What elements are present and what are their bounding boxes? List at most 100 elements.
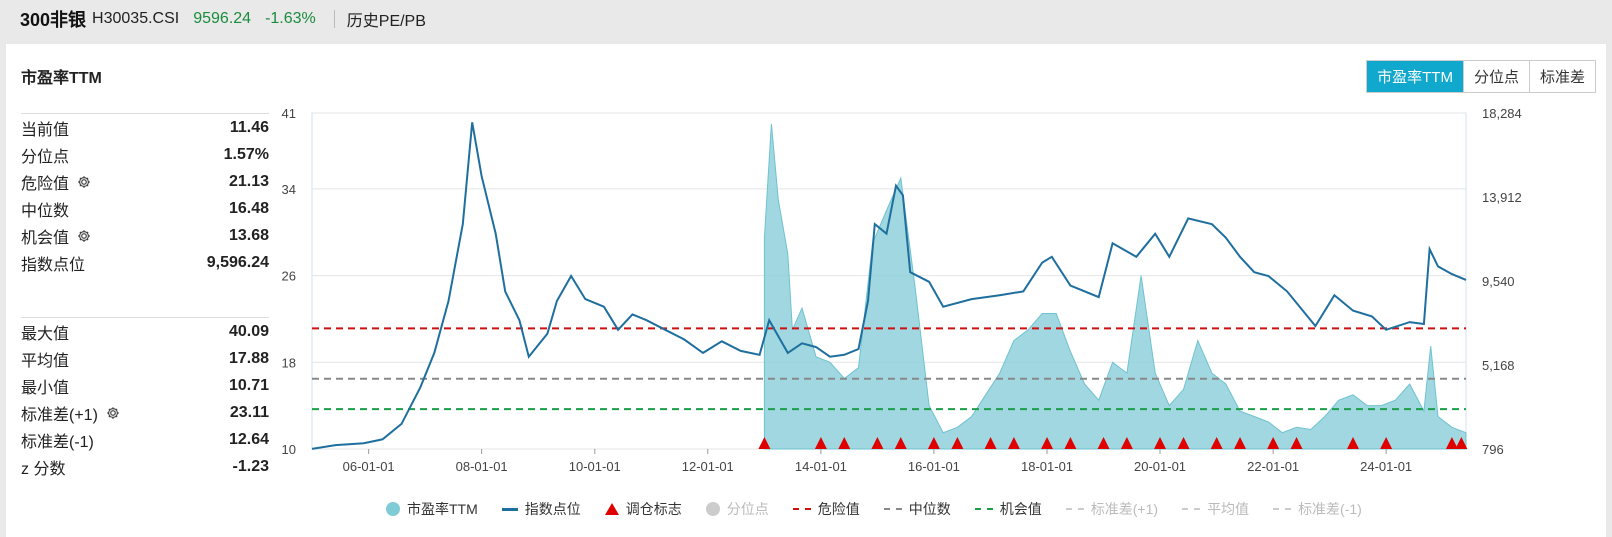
y-right-tick: 796 (1482, 442, 1504, 457)
stat-label-text: 机会值 (21, 229, 70, 247)
stat-label-text: 最大值 (21, 325, 70, 343)
stat-label-text: 最小值 (21, 379, 70, 397)
stat-label-text: 分位点 (21, 148, 70, 166)
summary-stat-row: 标准差(+1) 23.11 (21, 399, 269, 426)
current-stats: 当前值 11.46 分位点 1.57% 危险值 21.13 中位数 16.48 机会值 13.68… (21, 113, 269, 276)
legend-item[interactable]: 中位数 (883, 499, 951, 519)
summary-stat-row: z 分数 -1.23 (21, 453, 269, 480)
legend-swatch (705, 502, 720, 516)
legend-swatch (386, 502, 400, 516)
stat-row: 当前值 11.46 (21, 114, 269, 141)
stat-row: 机会值 13.68 (21, 222, 269, 249)
legend-label: 中位数 (908, 501, 951, 517)
stat-label-text: z 分数 (21, 460, 66, 478)
stat-label: 当前值 (21, 116, 69, 140)
stat-label-text: 危险值 (21, 175, 70, 193)
legend-swatch (883, 508, 902, 510)
summary-stat-value: 17.88 (228, 349, 269, 367)
legend-item[interactable]: 市盈率TTM (386, 499, 478, 519)
tab-std-dev[interactable]: 标准差 (1528, 61, 1595, 92)
legend-item[interactable]: 指数点位 (501, 499, 581, 519)
legend-item[interactable]: 平均值 (1182, 499, 1249, 519)
stat-label-text: 指数点位 (21, 256, 86, 274)
history-pe-pb-link[interactable]: 历史PE/PB (346, 13, 426, 30)
header-divider (333, 10, 335, 28)
gear-icon[interactable] (77, 229, 91, 243)
rebalance-marker (1177, 437, 1190, 449)
summary-stat-value: -1.23 (232, 457, 269, 475)
rebalance-marker (1097, 437, 1110, 449)
summary-stat-row: 平均值 17.88 (21, 345, 269, 372)
pe-chart: 10 18 26 34 41 796 5,168 9,540 13,912 18,284 06-01… (282, 106, 1522, 474)
y-left-tick: 18 (282, 355, 296, 370)
metric-tabs: 市盈率TTM 分位点 标准差 (1366, 60, 1596, 93)
rebalance-marker (838, 437, 851, 449)
index-change: -1.63% (265, 10, 316, 27)
rebalance-marker (1007, 437, 1020, 449)
stat-label-text: 当前值 (21, 121, 70, 139)
stat-value: 21.13 (228, 172, 269, 190)
stat-label-text: 标准差(-1) (21, 433, 94, 451)
legend-swatch (1273, 508, 1292, 510)
legend-item[interactable]: 调仓标志 (604, 499, 682, 519)
x-tick: 16-01-01 (908, 459, 960, 474)
summary-stats: 最大值 40.09 平均值 17.88 最小值 10.71 标准差(+1) 23.11 标准差(… (21, 317, 269, 480)
legend-swatch (1182, 508, 1201, 510)
x-tick: 18-01-01 (1021, 459, 1073, 474)
y-left-tick: 26 (282, 269, 296, 284)
card-title: 市盈率TTM (21, 70, 102, 87)
y-right-tick: 5,168 (1482, 358, 1515, 373)
legend-swatch (792, 508, 811, 510)
stat-label: 中位数 (21, 197, 69, 221)
y-left-tick: 34 (282, 182, 296, 197)
stat-value: 9,596.24 (206, 253, 269, 271)
rebalance-marker (894, 437, 907, 449)
stat-label-text: 标准差(+1) (21, 406, 98, 424)
tab-pe-ttm[interactable]: 市盈率TTM (1367, 61, 1463, 92)
y-right-tick: 18,284 (1482, 106, 1522, 121)
gear-icon[interactable] (77, 175, 91, 189)
legend-item[interactable]: 分位点 (705, 499, 769, 519)
x-tick: 24-01-01 (1360, 459, 1412, 474)
rebalance-marker (1064, 437, 1077, 449)
stat-value: 13.68 (228, 226, 269, 244)
stat-label: 危险值 (21, 170, 91, 194)
legend-item[interactable]: 机会值 (974, 499, 1042, 519)
y-right-tick: 9,540 (1482, 274, 1515, 289)
legend-item[interactable]: 危险值 (792, 499, 860, 519)
stat-value: 1.57% (223, 145, 269, 163)
stat-label: 机会值 (21, 224, 91, 248)
stat-row: 中位数 16.48 (21, 195, 269, 222)
summary-stat-label: 平均值 (21, 347, 69, 371)
rebalance-marker (1290, 437, 1303, 449)
summary-stat-label: 标准差(+1) (21, 401, 120, 425)
x-tick: 20-01-01 (1134, 459, 1186, 474)
tab-percentile[interactable]: 分位点 (1462, 61, 1529, 92)
gear-icon[interactable] (106, 406, 120, 420)
y-left-tick: 41 (282, 106, 296, 121)
legend-label: 危险值 (817, 501, 860, 517)
x-tick: 10-01-01 (569, 459, 621, 474)
rebalance-marker (1380, 437, 1393, 449)
summary-stat-label: 标准差(-1) (21, 428, 94, 452)
rebalance-marker (814, 437, 827, 449)
legend-label: 市盈率TTM (407, 501, 478, 517)
pe-area (763, 123, 1467, 450)
rebalance-marker (1041, 437, 1054, 449)
legend-swatch (604, 503, 619, 515)
rebalance-marker (758, 437, 771, 449)
index-line (311, 122, 1467, 450)
rebalance-marker (1267, 437, 1280, 449)
x-tick: 06-01-01 (343, 459, 395, 474)
chart-legend: 市盈率TTM 指数点位 调仓标志 分位点 危险值 中位数 机会值 标准差(+1) 平均值 标准差(… (386, 499, 1386, 519)
rebalance-marker (1210, 437, 1223, 449)
summary-stat-value: 12.64 (228, 430, 269, 448)
legend-item[interactable]: 标准差(+1) (1065, 499, 1158, 519)
summary-stat-label: 最大值 (21, 320, 69, 344)
summary-stat-value: 10.71 (228, 376, 269, 394)
rebalance-marker (927, 437, 940, 449)
summary-stat-label: z 分数 (21, 455, 65, 479)
x-tick: 08-01-01 (456, 459, 508, 474)
rebalance-marker (1120, 437, 1133, 449)
legend-item[interactable]: 标准差(-1) (1273, 499, 1362, 519)
